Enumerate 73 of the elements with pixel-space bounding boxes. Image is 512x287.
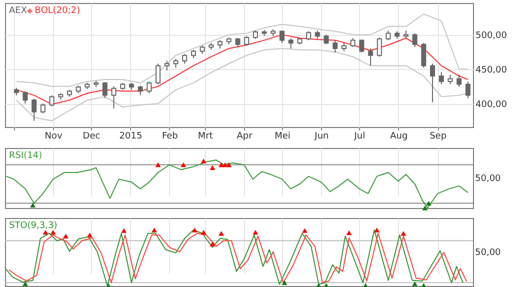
point [346, 230, 352, 236]
candlestick [332, 40, 338, 54]
point [87, 232, 92, 238]
point [200, 158, 206, 164]
point [50, 230, 56, 235]
y-tick-label: 500,00 [476, 31, 508, 42]
candlestick [430, 63, 436, 103]
candlestick [386, 30, 391, 41]
point [426, 200, 432, 206]
line-series [16, 14, 468, 87]
candlestick [49, 94, 54, 107]
point [192, 228, 198, 232]
point [62, 234, 68, 239]
candlestick [156, 63, 161, 85]
series-label: RSI(14) [9, 151, 42, 161]
candlestick [102, 82, 108, 99]
point [422, 206, 428, 210]
x-tick-label: Sep [430, 132, 447, 142]
candlestick [359, 39, 364, 54]
candlestick [288, 38, 294, 49]
text: AEX [9, 6, 28, 16]
candlestick [438, 71, 444, 85]
x-tick-label: 2015 [119, 132, 142, 142]
point [210, 165, 216, 170]
point [30, 202, 36, 208]
point [42, 230, 48, 235]
x-tick-label: Aug [390, 132, 408, 142]
candlestick [244, 36, 250, 46]
candlestick [22, 90, 28, 104]
point [121, 228, 127, 233]
point [412, 281, 418, 286]
candlestick [182, 53, 188, 64]
point [152, 228, 157, 232]
candlestick [412, 32, 418, 48]
candlestick [376, 36, 382, 58]
y-tick-label: 400,00 [476, 100, 508, 110]
point [282, 280, 288, 286]
point [302, 228, 308, 233]
point [22, 281, 28, 286]
candlestick [138, 85, 143, 96]
point [210, 242, 216, 246]
candlestick [164, 60, 170, 72]
candlestick [465, 81, 470, 99]
point [180, 162, 186, 168]
candlestick [280, 30, 285, 44]
candlestick [368, 48, 374, 66]
point [200, 230, 206, 235]
text: 50,00 [475, 248, 502, 258]
candlestick [324, 34, 329, 45]
x-tick-label: Mei [274, 132, 290, 142]
y-tick-label: 450,00 [476, 66, 508, 76]
point [252, 230, 258, 235]
x-tick-label: Jul [353, 132, 366, 142]
point [374, 228, 380, 232]
point [155, 162, 161, 168]
candlestick [146, 81, 152, 94]
x-tick-label: Nov [44, 132, 64, 142]
text: 50,00 [475, 174, 502, 184]
legend-label: BOL(20;2) [34, 6, 80, 16]
x-tick-label: Mrt [198, 132, 214, 142]
candlestick [448, 74, 453, 85]
x-tick-label: Feb [162, 132, 178, 142]
candlestick [40, 103, 46, 114]
candlestick [32, 98, 37, 122]
point [400, 230, 406, 236]
series-label: STO(9,3,3) [9, 221, 58, 231]
point [226, 162, 232, 168]
candlestick [456, 74, 462, 88]
x-tick-label: Jun [314, 132, 329, 142]
x-tick-label: Dec [82, 132, 100, 142]
x-tick-label: Apr [236, 132, 253, 142]
candlestick [421, 42, 426, 68]
candlestick [111, 86, 116, 109]
